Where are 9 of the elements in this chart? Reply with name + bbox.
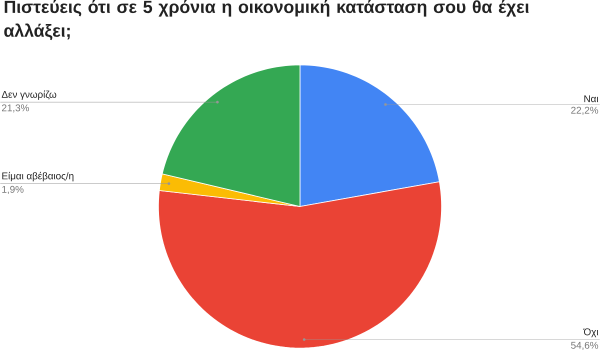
data-label: 21,3%	[2, 104, 29, 113]
data-label: 1,9%	[2, 186, 24, 194]
chart-title: Πιστεύεις ότι σε 5 χρόνια η οικονομική κατάσταση σου θα έχει αλλάξει;	[4, 0, 529, 40]
slice-label: Ναι	[584, 95, 598, 102]
slice-label: Είμαι αβέβαιος/η	[2, 172, 74, 182]
slice-label: Όχι	[583, 328, 598, 338]
data-label: 54,6%	[571, 342, 598, 350]
data-label: 22,2%	[571, 106, 598, 115]
slice-label: Δεν γνωρίζω	[2, 90, 56, 100]
